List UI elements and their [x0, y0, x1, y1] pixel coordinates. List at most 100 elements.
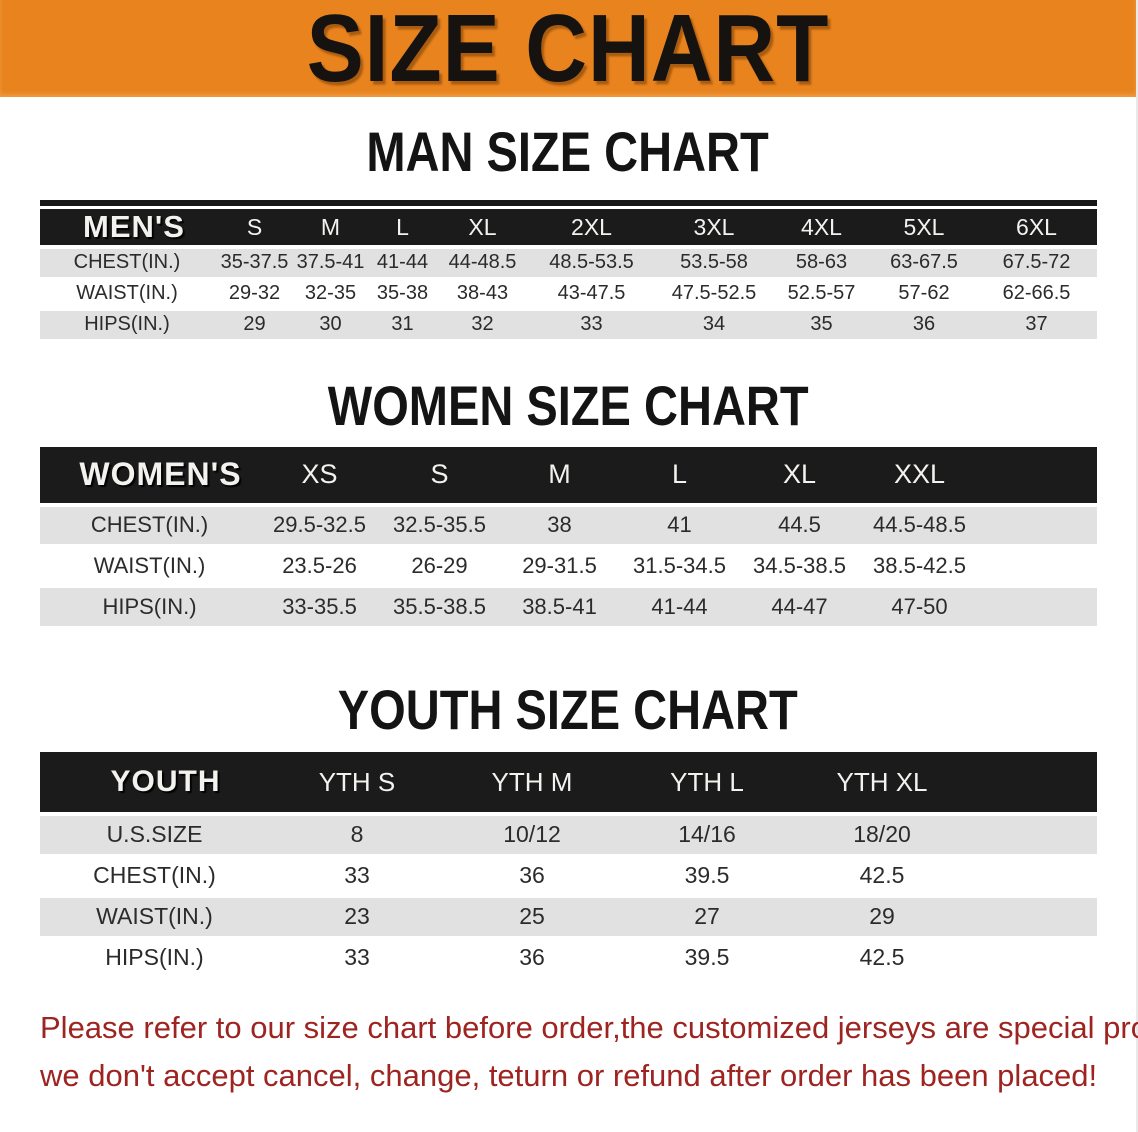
- youth-cell-1-1: 36: [519, 862, 545, 888]
- men-section-heading-text: MAN SIZE CHART: [366, 120, 770, 183]
- youth-cell-2-3: 29: [794, 896, 970, 937]
- youth-cell-0-2: 14/16: [619, 814, 795, 855]
- youth-cell-3-2: 39.5: [684, 944, 730, 970]
- men-table-wrap: MEN'S S M L XL 2XL 3XL 4XL 5XL 6XL CHEST(IN.) 35-37…: [39, 200, 1097, 342]
- men-cell-2-3: 32: [438, 309, 527, 340]
- men-cell-0-6: 58-63: [771, 247, 872, 278]
- men-row-label-1: WAIST(IN.): [76, 282, 178, 304]
- men-cell-2-0: 29: [214, 309, 295, 340]
- men-cell-0-8: 67.5-72: [976, 247, 1097, 278]
- women-cell-1-5: 38.5-42.5: [873, 553, 966, 578]
- men-column-header-0: S: [214, 209, 295, 247]
- women-table-wrap: WOMEN'S XS S M L XL XXL CHEST(IN.) 29.5-32.5 32.5…: [39, 446, 1097, 630]
- women-cell-0-4: 44.5: [739, 504, 860, 546]
- men-row-label-0: CHEST(IN.): [39, 247, 215, 278]
- women-cell-2-0: 33-35.5: [259, 586, 380, 628]
- youth-cell-filler: [970, 937, 1097, 978]
- women-cell-filler: [980, 546, 1097, 587]
- men-cell-0-2: 41-44: [366, 247, 439, 278]
- youth-column-header-0: YTH S: [269, 752, 445, 814]
- men-cell-1-2: 35-38: [376, 282, 429, 304]
- women-column-header-2: M: [499, 446, 620, 505]
- men-band-label: MEN'S: [39, 209, 215, 247]
- women-cell-filler: [979, 586, 1097, 628]
- women-cell-2-4: 44-47: [739, 586, 860, 628]
- women-section-heading-text: WOMEN SIZE CHART: [327, 373, 809, 437]
- men-column-header-7: 5XL: [871, 209, 977, 247]
- men-cell-1-8: 62-66.5: [1002, 282, 1071, 304]
- youth-cell-3-1: 36: [519, 944, 545, 970]
- women-cell-1-2: 29-31.5: [522, 553, 597, 578]
- men-cell-2-4: 33: [526, 309, 657, 340]
- women-cell-2-5: 47-50: [859, 586, 980, 628]
- men-cell-0-5: 53.5-58: [656, 247, 772, 278]
- men-cell-0-4: 48.5-53.5: [526, 247, 657, 278]
- women-cell-1-1: 26-29: [411, 553, 468, 578]
- men-column-header-1: M: [294, 209, 367, 247]
- men-table-top-rule: [39, 200, 1097, 206]
- youth-cell-3-3: 42.5: [859, 944, 905, 970]
- men-cell-1-4: 43-47.5: [557, 282, 626, 304]
- men-cell-1-5: 47.5-52.5: [671, 282, 757, 304]
- footer-note-line2: we don't accept cancel, change, teturn o…: [40, 1058, 1098, 1094]
- youth-table-row-3: HIPS(IN.) 33 36 39.5 42.5: [39, 937, 1097, 978]
- youth-band-label: YOUTH: [39, 752, 270, 814]
- men-column-header-8: 6XL: [976, 209, 1097, 247]
- men-section-heading: MAN SIZE CHART: [0, 124, 1136, 180]
- men-table-row-1: WAIST(IN.) 29-32 32-35 35-38 38-43 43-47.5 47.…: [39, 278, 1097, 309]
- women-band-label: WOMEN'S: [39, 446, 260, 505]
- men-column-header-3: XL: [438, 209, 527, 247]
- women-cell-1-0: 23.5-26: [282, 553, 357, 578]
- youth-column-header-1: YTH M: [444, 752, 620, 814]
- youth-column-header-3: YTH XL: [794, 752, 970, 814]
- men-cell-0-7: 63-67.5: [871, 247, 977, 278]
- youth-cell-2-0: 23: [269, 896, 445, 937]
- men-cell-0-0: 35-37.5: [214, 247, 295, 278]
- youth-cell-filler: [970, 855, 1097, 896]
- men-cell-1-6: 52.5-57: [787, 282, 856, 304]
- women-cell-0-1: 32.5-35.5: [379, 504, 500, 546]
- youth-table-wrap: YOUTH YTH S YTH M YTH L YTH XL U.S.SIZE 8 10/12…: [39, 752, 1097, 980]
- youth-row-label-3: HIPS(IN.): [105, 944, 204, 970]
- men-size-table: MEN'S S M L XL 2XL 3XL 4XL 5XL 6XL CHEST(IN.) 35-37…: [39, 209, 1097, 342]
- women-cell-2-3: 41-44: [619, 586, 740, 628]
- youth-cell-1-2: 39.5: [684, 862, 730, 888]
- youth-cell-filler: [969, 814, 1097, 855]
- women-column-header-3: L: [619, 446, 740, 505]
- youth-cell-2-2: 27: [619, 896, 795, 937]
- youth-table-row-2: WAIST(IN.) 23 25 27 29: [39, 896, 1097, 937]
- women-column-header-4: XL: [739, 446, 860, 505]
- youth-cell-2-1: 25: [444, 896, 620, 937]
- youth-cell-0-3: 18/20: [794, 814, 970, 855]
- women-cell-0-2: 38: [499, 504, 620, 546]
- men-cell-1-1: 32-35: [304, 282, 357, 304]
- women-table-row-2: HIPS(IN.) 33-35.5 35.5-38.5 38.5-41 41-44 44-…: [39, 586, 1097, 628]
- women-table-row-0: CHEST(IN.) 29.5-32.5 32.5-35.5 38 41 44.5 44.5…: [39, 504, 1097, 546]
- men-cell-0-1: 37.5-41: [294, 247, 367, 278]
- women-row-label-1: WAIST(IN.): [93, 553, 206, 578]
- youth-row-label-1: CHEST(IN.): [93, 862, 216, 888]
- men-cell-1-0: 29-32: [228, 282, 281, 304]
- men-row-label-2: HIPS(IN.): [39, 309, 215, 340]
- women-row-label-2: HIPS(IN.): [39, 586, 260, 628]
- footer-note-line1: Please refer to our size chart before or…: [40, 1009, 1138, 1045]
- youth-table-row-1: CHEST(IN.) 33 36 39.5 42.5: [39, 855, 1097, 896]
- youth-cell-3-0: 33: [344, 944, 370, 970]
- men-cell-2-2: 31: [366, 309, 439, 340]
- youth-column-header-2: YTH L: [619, 752, 795, 814]
- men-cell-1-7: 57-62: [898, 282, 950, 304]
- banner: SIZE CHART: [0, 0, 1136, 97]
- youth-cell-1-0: 33: [344, 862, 370, 888]
- youth-cell-0-0: 8: [269, 814, 445, 855]
- women-cell-0-5: 44.5-48.5: [859, 504, 980, 546]
- section-youth: YOUTH SIZE CHART YOUTH YTH S YTH M YTH L YTH…: [0, 682, 1136, 980]
- women-row-label-0: CHEST(IN.): [39, 504, 260, 546]
- men-cell-2-5: 34: [656, 309, 772, 340]
- section-men: MAN SIZE CHART MEN'S S M L XL 2XL 3XL 4XL 5XL 6XL…: [0, 124, 1136, 342]
- youth-table-row-0: U.S.SIZE 8 10/12 14/16 18/20: [39, 814, 1097, 855]
- women-column-header-5: XXL: [859, 446, 980, 505]
- women-cell-0-3: 41: [619, 504, 740, 546]
- women-cell-1-4: 34.5-38.5: [753, 553, 846, 578]
- women-size-table: WOMEN'S XS S M L XL XXL CHEST(IN.) 29.5-32.5 32.5…: [39, 446, 1097, 630]
